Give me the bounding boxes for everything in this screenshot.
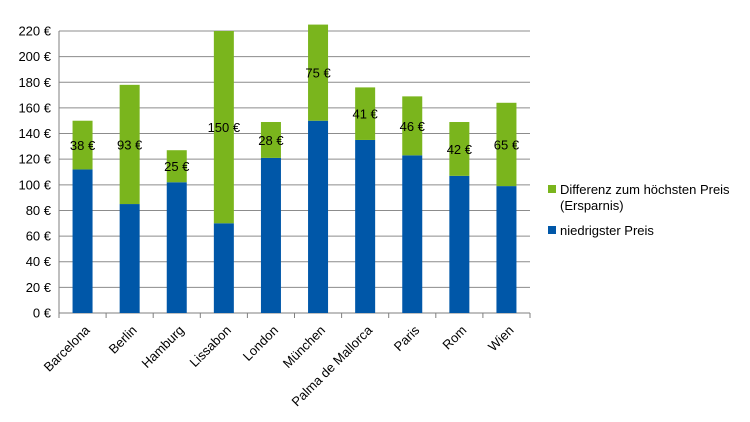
data-labels: 38 € 93 € 25 € 150 € 28 € 75 € 41 € 46 € 42 € 65 … xyxy=(70,66,520,175)
y-tick-label: 220 € xyxy=(18,24,51,39)
x-category-label: München xyxy=(280,323,328,371)
bars xyxy=(72,24,517,314)
y-tick-label: 120 € xyxy=(18,152,51,167)
legend-label: niedrigster Preis xyxy=(560,223,654,238)
bar-difference xyxy=(166,150,187,183)
legend-swatch-lowest xyxy=(548,226,556,234)
legend: Differenz zum höchsten Preis(Ersparnis) n… xyxy=(548,182,730,238)
data-label: 41 € xyxy=(352,107,378,122)
y-tick-label: 0 € xyxy=(33,306,52,321)
bar-lowest-price xyxy=(260,157,281,313)
bar-lowest-price xyxy=(213,223,234,313)
x-category-label: Lissabon xyxy=(187,323,234,370)
y-tick-label: 60 € xyxy=(26,229,52,244)
y-tick-label: 100 € xyxy=(18,177,51,192)
bar-difference xyxy=(496,102,517,187)
bar-lowest-price xyxy=(166,182,187,313)
bar-difference xyxy=(213,31,234,224)
data-label: 75 € xyxy=(305,66,331,81)
bar-difference xyxy=(119,84,140,205)
bar-lowest-price xyxy=(449,175,470,313)
y-tick-label: 80 € xyxy=(26,203,52,218)
bar-lowest-price xyxy=(496,186,517,313)
bar-lowest-price xyxy=(72,169,93,313)
data-label: 28 € xyxy=(258,133,284,148)
y-tick-label: 160 € xyxy=(18,100,51,115)
y-axis: 0 € 20 € 40 € 60 € 80 € 100 € 120 € 140 € 160 € 1… xyxy=(18,24,60,321)
data-label: 38 € xyxy=(70,138,96,153)
x-category-label: Paris xyxy=(391,322,423,354)
bar-lowest-price xyxy=(119,204,140,313)
y-tick-label: 180 € xyxy=(18,75,51,90)
y-tick-label: 20 € xyxy=(26,280,52,295)
y-tick-label: 200 € xyxy=(18,49,51,64)
data-label: 25 € xyxy=(164,159,190,174)
bar-difference xyxy=(449,122,470,176)
legend-label: (Ersparnis) xyxy=(560,198,624,213)
legend-swatch-difference xyxy=(548,185,556,193)
x-category-label: Hamburg xyxy=(138,323,186,371)
legend-label: Differenz zum höchsten Preis xyxy=(560,182,730,197)
data-label: 46 € xyxy=(400,119,426,134)
data-label: 93 € xyxy=(117,137,143,152)
bar-difference xyxy=(402,96,423,156)
bar-lowest-price xyxy=(308,120,329,314)
data-label: 42 € xyxy=(447,142,473,157)
bar-difference xyxy=(355,87,376,140)
x-category-label: Barcelona xyxy=(41,322,94,375)
data-label: 150 € xyxy=(208,120,241,135)
y-tick-label: 40 € xyxy=(26,254,52,269)
x-category-label: Rom xyxy=(439,323,469,353)
bar-difference xyxy=(308,24,329,121)
y-tick-label: 140 € xyxy=(18,126,51,141)
data-label: 65 € xyxy=(494,137,520,152)
bar-difference xyxy=(72,120,93,170)
x-category-label: Wien xyxy=(485,323,517,355)
x-category-label: Berlin xyxy=(106,323,140,357)
bar-lowest-price xyxy=(355,139,376,313)
x-category-label: Palma de Mallorca xyxy=(289,322,376,409)
bar-difference xyxy=(260,122,281,158)
bar-lowest-price xyxy=(402,155,423,313)
x-category-label: London xyxy=(240,323,281,364)
